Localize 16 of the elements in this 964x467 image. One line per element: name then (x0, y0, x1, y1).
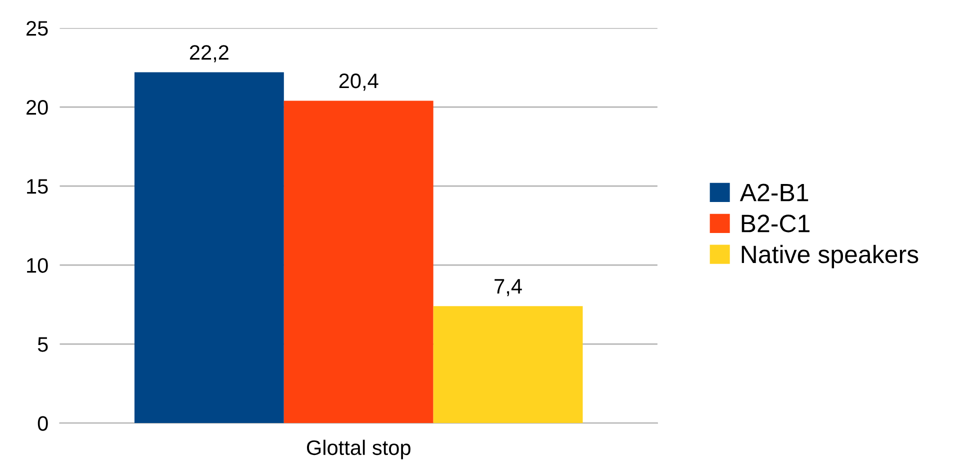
data-label: 7,4 (494, 279, 522, 296)
y-tick-label: 0 (38, 416, 48, 431)
data-label: 22,2 (190, 45, 228, 62)
x-tick-label: Glottal stop (306, 440, 410, 460)
legend-label: Native speakers (742, 244, 918, 268)
y-tick-label: 10 (27, 258, 48, 273)
y-tick-label: 20 (26, 100, 48, 115)
bar (284, 100, 434, 424)
data-label: 20,4 (339, 74, 378, 91)
y-tick-label: 15 (27, 179, 48, 194)
legend-label: B2-C1 (742, 214, 810, 232)
y-tick-label: 5 (38, 337, 48, 352)
bar (134, 72, 284, 424)
bar (433, 306, 583, 424)
y-tick-label: 25 (26, 21, 48, 36)
legend-label: A2-B1 (740, 184, 808, 202)
